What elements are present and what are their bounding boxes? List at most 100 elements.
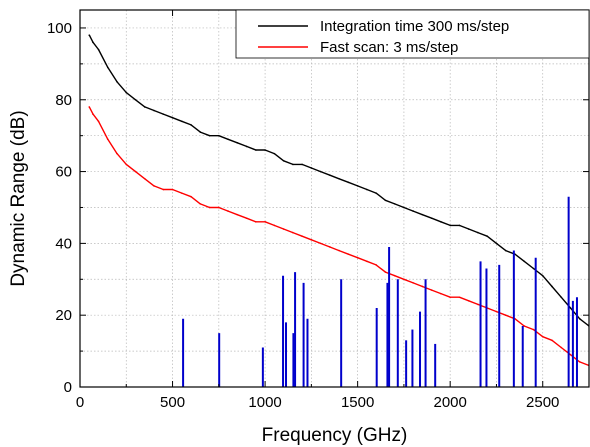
series-point-0 [218,134,220,137]
series-point-0 [532,267,535,270]
series-point-1 [495,310,498,313]
series-point-1 [282,228,285,230]
legend-label-integration: Integration time 300 ms/step [320,18,509,35]
series-line-1 [88,106,589,367]
series-point-0 [106,66,109,69]
series-point-0 [486,235,489,237]
series-point-1 [264,221,266,223]
x-axis-title: Frequency (GHz) [262,425,408,446]
series-point-0 [282,160,285,162]
series-point-1 [329,246,331,248]
series-point-1 [477,303,479,306]
series-point-0 [88,34,91,36]
series-point-1 [88,106,91,108]
series-point-0 [208,134,211,137]
series-point-1 [569,353,572,356]
series-point-0 [403,206,405,209]
series-point-0 [578,317,581,320]
series-point-0 [125,91,128,94]
y-axis-title: Dynamic Range (dB) [8,110,29,286]
series-point-1 [199,203,202,205]
y-tick-label: 60 [55,164,72,181]
series-point-0 [366,188,368,191]
y-tick-label: 80 [55,92,72,109]
series-point-0 [347,181,350,184]
series-point-0 [116,81,118,83]
series-point-1 [412,282,414,284]
series-point-0 [412,210,414,212]
series-point-0 [467,228,470,230]
series-point-0 [440,221,442,223]
series-point-1 [218,206,220,209]
series-point-1 [181,192,183,194]
legend-label-fast-scan: Fast scan: 3 ms/step [320,39,458,56]
series-point-1 [236,213,239,216]
series-point-0 [541,274,544,277]
x-tick-label: 1500 [341,394,374,411]
series-point-0 [97,48,100,51]
series-point-0 [227,138,229,141]
series-point-1 [523,325,526,327]
series-point-1 [245,217,248,220]
x-tick-label: 1000 [248,394,281,411]
series-point-0 [393,203,396,205]
series-point-0 [560,296,563,299]
series-point-0 [181,120,183,123]
series-point-1 [273,224,276,227]
series-point-0 [171,116,174,119]
y-tick-label: 100 [47,20,72,37]
series-point-1 [560,346,563,349]
series-point-1 [153,185,155,187]
series-point-0 [477,231,479,234]
series-point-0 [236,142,239,144]
series-point-0 [356,185,359,187]
series-point-0 [264,149,266,151]
series-point-1 [162,188,165,191]
series-point-0 [143,106,146,108]
series-point-0 [301,163,303,166]
series-point-1 [384,271,387,273]
series-point-1 [541,335,544,338]
series-point-1 [310,238,313,241]
series-point-0 [495,242,498,245]
series-point-1 [458,296,461,299]
series-point-0 [245,145,248,148]
series-point-0 [255,149,257,151]
series-point-1 [440,292,442,295]
series-point-1 [551,339,553,342]
series-point-1 [134,170,137,173]
series-point-1 [92,113,94,115]
series-point-0 [421,213,424,216]
series-point-0 [569,307,572,309]
series-point-1 [375,264,377,266]
series-point-0 [338,177,340,180]
ticks: 0 500 1000 1500 2000 2500 0 20 40 60 80 100 [47,10,589,411]
series-point-1 [449,296,451,299]
x-tick-label: 2500 [526,394,559,411]
series-point-1 [366,260,368,263]
series-point-1 [106,138,109,141]
series-point-1 [208,206,211,209]
y-tick-label: 20 [55,307,72,324]
series-point-0 [551,285,553,288]
series-point-0 [134,98,137,101]
series-point-1 [356,256,359,259]
series-point-0 [273,152,276,155]
series-point-1 [338,249,340,252]
series-point-1 [292,231,294,234]
series-layer [88,34,589,387]
series-point-1 [255,221,257,223]
series-point-0 [310,167,313,169]
series-point-1 [301,235,303,237]
series-point-0 [449,224,451,227]
series-point-1 [125,163,128,166]
series-point-0 [504,249,507,252]
series-point-1 [393,274,396,277]
series-point-0 [329,174,331,176]
legend-box [235,9,590,59]
series-point-1 [190,195,192,198]
y-tick-label: 40 [55,235,72,252]
series-point-1 [143,177,146,180]
series-point-0 [375,192,377,194]
